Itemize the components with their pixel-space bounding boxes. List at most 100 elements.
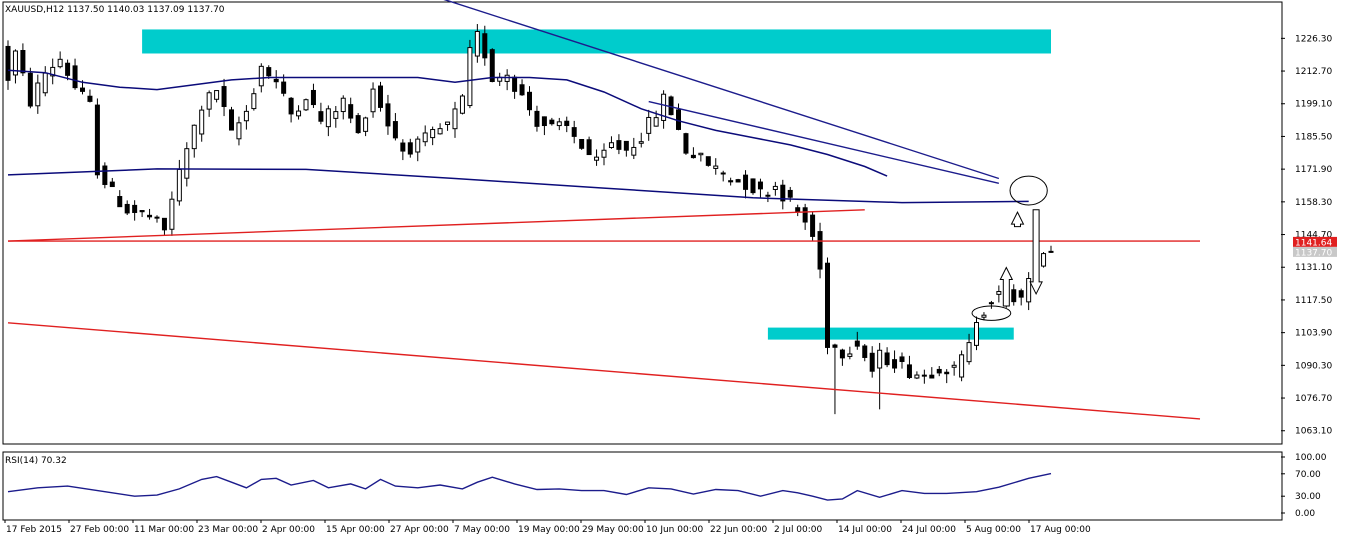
- price-label-0: 1141.64: [1295, 238, 1332, 248]
- time-tick-label-8: 19 May 00:00: [518, 525, 580, 535]
- candle-body-129: [966, 342, 972, 363]
- arrow-down-2: [1029, 209, 1043, 296]
- candle-body-16: [124, 203, 130, 214]
- candle-body-96: [720, 172, 726, 175]
- candle-body-54: [407, 142, 413, 155]
- candle-body-80: [601, 149, 607, 158]
- candle-body-107: [802, 207, 808, 223]
- time-tick-label-3: 23 Mar 00:00: [198, 525, 258, 535]
- candle-body-94: [705, 156, 711, 166]
- main-chart-frame: [2, 1, 1283, 445]
- candle-body-10: [80, 87, 85, 92]
- trendline-4: [7, 322, 1201, 420]
- candle-body-18: [139, 210, 145, 213]
- price-tick-label-1: 1212.70: [1295, 67, 1332, 77]
- arrow-up-0: [999, 266, 1014, 307]
- time-tick-label-11: 22 Jun 00:00: [710, 525, 767, 535]
- candle-body-63: [474, 30, 480, 57]
- candle-body-11: [87, 95, 93, 102]
- candle-body-8: [65, 62, 71, 76]
- candle-body-101: [757, 181, 763, 190]
- candle-body-86: [646, 116, 652, 134]
- rsi-tick-label-3: 0.00: [1295, 509, 1315, 519]
- candle-body-121: [906, 364, 912, 378]
- candle-body-98: [735, 179, 741, 183]
- candle-body-113: [847, 353, 853, 357]
- candle-body-67: [504, 74, 510, 82]
- candle-body-133: [996, 291, 1002, 295]
- time-tick-label-1: 27 Feb 00:00: [70, 525, 129, 535]
- candle-body-128: [959, 354, 965, 378]
- moving-averages: [7, 69, 1029, 204]
- price-tick-label-12: 1063.10: [1295, 427, 1332, 437]
- rsi-indicator: [7, 472, 1052, 501]
- candle-body-68: [512, 76, 518, 92]
- time-tick-label-5: 15 Apr 00:00: [326, 525, 385, 535]
- candle-body-30: [229, 109, 234, 131]
- candle-body-130: [974, 322, 979, 346]
- price-tick-label-7: 1131.10: [1295, 263, 1332, 273]
- candle-body-123: [921, 374, 927, 377]
- candle-body-124: [929, 374, 935, 379]
- candle-body-83: [623, 140, 629, 151]
- candle-body-6: [50, 66, 56, 77]
- candle-body-82: [616, 140, 622, 150]
- candle-body-87: [653, 117, 659, 127]
- candle-body-2: [20, 50, 26, 74]
- candle-body-114: [854, 340, 860, 347]
- candle-body-74: [556, 121, 562, 127]
- candle-body-12: [94, 104, 100, 176]
- candle-body-104: [780, 184, 786, 202]
- candle-body-23: [176, 168, 182, 202]
- time-tick-label-16: 17 Aug 00:00: [1030, 525, 1091, 535]
- candle-body-7: [57, 58, 63, 68]
- symbol-header: XAUUSD,H12 1137.50 1140.03 1137.09 1137.…: [5, 5, 225, 15]
- candle-body-140: [1048, 250, 1054, 253]
- candle-body-64: [482, 33, 488, 59]
- candle-body-5: [42, 72, 48, 94]
- candle-body-136: [1018, 290, 1024, 298]
- time-tick-label-15: 5 Aug 00:00: [966, 525, 1021, 535]
- candle-body-60: [452, 108, 458, 130]
- candle-body-13: [102, 165, 108, 185]
- candle-body-49: [370, 88, 376, 113]
- annotation-ellipse-0: [1009, 175, 1048, 206]
- candle-body-79: [594, 156, 600, 161]
- candle-body-46: [348, 104, 354, 119]
- candle-body-139: [1041, 253, 1047, 267]
- candle-body-120: [899, 356, 905, 362]
- candle-body-28: [214, 90, 220, 100]
- candle-body-25: [191, 124, 197, 150]
- price-tick-label-4: 1171.90: [1295, 165, 1332, 175]
- candle-body-137: [1026, 277, 1032, 303]
- candle-body-17: [132, 204, 138, 213]
- candle-body-42: [318, 111, 324, 122]
- candle-body-76: [571, 127, 577, 137]
- trendline-1: [648, 100, 1000, 185]
- rsi-tick-label-0: 100.00: [1295, 453, 1327, 463]
- price-axis: 1226.30 1212.70 1199.10 1185.50 1171.90 1158.…: [1281, 34, 1332, 437]
- candle-body-56: [422, 132, 428, 143]
- candle-body-21: [161, 217, 167, 231]
- price-tick-label-2: 1199.10: [1295, 100, 1332, 110]
- annotation-ellipses: [971, 175, 1048, 321]
- candle-body-119: [892, 359, 898, 369]
- candle-body-115: [862, 345, 868, 358]
- time-tick-label-0: 17 Feb 2015: [6, 525, 62, 535]
- candle-body-116: [869, 352, 875, 372]
- price-tick-label-6: 1144.70: [1295, 231, 1332, 241]
- support-resistance-zones: [142, 29, 1052, 340]
- candle-body-73: [549, 119, 555, 125]
- price-tick-label-5: 1158.30: [1295, 198, 1332, 208]
- rsi-tick-label-1: 70.00: [1295, 470, 1321, 480]
- candle-body-37: [281, 81, 287, 94]
- price-label-bg-1: [1293, 246, 1337, 257]
- candles: [5, 24, 1054, 415]
- time-tick-label-2: 11 Mar 00:00: [134, 525, 194, 535]
- candle-body-36: [273, 78, 279, 83]
- price-tick-label-9: 1103.90: [1295, 329, 1332, 339]
- candle-body-55: [415, 138, 421, 153]
- time-tick-label-6: 27 Apr 00:00: [390, 525, 449, 535]
- candle-body-103: [772, 185, 778, 190]
